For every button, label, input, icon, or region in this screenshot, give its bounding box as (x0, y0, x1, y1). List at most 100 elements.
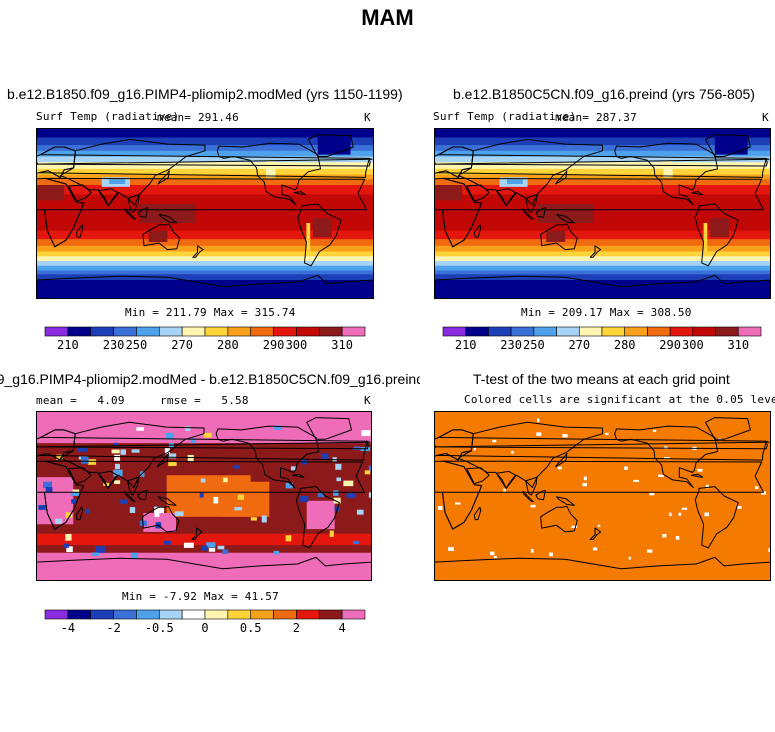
diff-cell (234, 507, 243, 511)
colorbar-swatch-10 (669, 326, 694, 337)
temp-band-19 (434, 274, 771, 281)
colorbar-swatch-9 (250, 326, 274, 337)
colorbar-swatch-6 (181, 609, 206, 620)
colorbar-swatch-6 (181, 326, 206, 337)
colorbar-swatch-13 (737, 326, 762, 337)
diff-north-pink (36, 411, 372, 444)
australia-hot (546, 230, 566, 242)
diff-cell (201, 545, 208, 551)
sahara-hot (36, 185, 65, 201)
diff-cell (129, 507, 136, 513)
coastline-africa-wrap (434, 177, 483, 248)
coastline-asia (457, 138, 603, 207)
insignificant-cell (562, 434, 568, 438)
diff-cell (114, 480, 121, 484)
temp-band-6 (36, 168, 374, 176)
coastline-madagascar (473, 224, 482, 238)
colorbar-tick-label: 0 (201, 621, 208, 635)
insignificant-cell (510, 450, 514, 454)
coastline-southamerica (297, 203, 342, 267)
temp-band-0 (434, 128, 771, 138)
temp-band-20 (36, 280, 374, 299)
colorbar-swatch-13 (341, 326, 366, 337)
insignificant-cell (755, 486, 759, 490)
panel2-units: K (762, 111, 769, 124)
map-frame (36, 411, 372, 581)
colorbar-swatch-7 (204, 609, 229, 620)
coastline-japan (156, 453, 169, 468)
diff-cell (66, 546, 73, 553)
insignificant-cell (768, 548, 771, 552)
coastline-nz (191, 527, 203, 540)
diff-cell (353, 446, 361, 450)
temp-band-15 (434, 256, 771, 262)
diff-cell (45, 486, 53, 493)
insignificant-cell (493, 556, 497, 559)
coastline-seasia (127, 194, 140, 213)
coastline-arabia (466, 467, 490, 485)
diff-cell (352, 540, 360, 545)
temp-band-4 (434, 156, 771, 163)
colorbar-swatch-8 (227, 326, 252, 337)
panel3-units: K (364, 394, 371, 407)
diff-cell (43, 481, 53, 489)
coastline-asia (457, 421, 603, 489)
diff-cell (368, 465, 372, 472)
insignificant-cell (503, 488, 506, 492)
colorbar-swatch-8 (227, 609, 252, 620)
temp-band-7 (434, 174, 771, 180)
panel3-rmse: rmse = 5.58 (160, 394, 249, 407)
diff-cell (200, 478, 206, 483)
insignificant-cell (605, 432, 609, 436)
temp-band-3 (434, 150, 771, 157)
panel2-mean: mean= 287.37 (555, 111, 637, 124)
diff-cell (55, 518, 63, 524)
diff-cell (199, 492, 204, 498)
sahara-hot (434, 185, 463, 201)
diff-cell (290, 466, 296, 471)
coastline-southamerica (295, 486, 340, 549)
temp-band-1 (36, 137, 374, 146)
greenland-cold (714, 137, 748, 155)
diff-cell (261, 515, 267, 523)
colorbar-swatch-10 (273, 609, 297, 620)
insignificant-cell (646, 549, 653, 553)
coastline-australia (540, 223, 578, 251)
temp-band-16 (434, 261, 771, 267)
colorbar-swatch-5 (158, 609, 183, 620)
coastline-uk (435, 157, 770, 167)
diff-cell (81, 456, 89, 464)
coastline-greenland (705, 134, 751, 157)
diff-cell (65, 512, 73, 518)
insignificant-cell (678, 512, 682, 516)
colorbar-tick-label: 300 (286, 338, 308, 352)
diff-cell (329, 530, 334, 537)
insignificant-cell (492, 439, 497, 443)
insignificant-cell (736, 506, 742, 509)
colorbar-swatch-0 (44, 326, 69, 337)
diff-cell (174, 511, 184, 517)
temp-band-17 (434, 265, 771, 271)
coastline-india (496, 188, 516, 207)
coastline-sumatra (124, 490, 136, 503)
colorbar-swatch-6 (578, 326, 603, 337)
insignificant-cell (658, 474, 664, 477)
diff-cell (361, 430, 371, 437)
coastline-india (98, 470, 118, 489)
colorbar-tick-label: 4 (339, 621, 346, 635)
coastline-nz (589, 245, 602, 258)
coastline-sumatra (124, 208, 136, 220)
colorbar-swatch-11 (296, 326, 320, 337)
temp-band-5 (36, 162, 374, 170)
insignificant-cell (597, 524, 601, 527)
coastline-arabia (466, 184, 490, 202)
diff-cell (167, 453, 177, 459)
diff-cell (71, 499, 77, 504)
diff-cell (222, 477, 228, 483)
diff-cell (317, 493, 325, 498)
coastline-madagascar (75, 506, 84, 521)
colorbar-swatch-3 (113, 609, 137, 620)
colorbar-tick-label: 280 (217, 338, 239, 352)
diff-cell (136, 427, 144, 431)
insignificant-cell (649, 492, 655, 496)
